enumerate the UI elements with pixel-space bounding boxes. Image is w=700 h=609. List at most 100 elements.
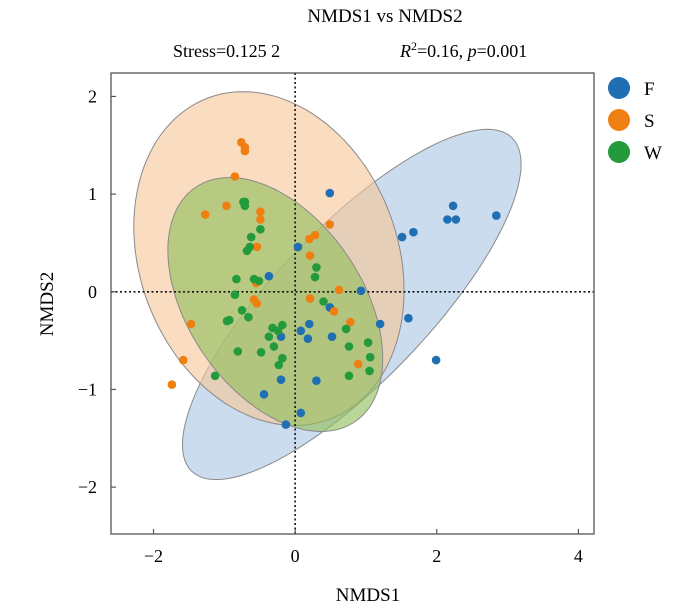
point-w (254, 276, 264, 286)
point-w (240, 201, 250, 211)
point-s (222, 201, 231, 211)
legend-marker-s (608, 109, 630, 131)
stress-label: Stress=0.125 2 (173, 41, 280, 61)
point-s (200, 210, 210, 219)
point-w (256, 348, 266, 357)
stats-r-value: =0.16, (417, 41, 468, 61)
point-w (264, 332, 274, 342)
data-points (167, 138, 501, 429)
point-f (264, 271, 274, 281)
point-f (325, 188, 335, 198)
stats-r-sup: 2 (411, 39, 417, 53)
x-tick-label: 4 (574, 546, 583, 566)
point-f (303, 334, 313, 344)
legend-marker-w (608, 141, 630, 163)
chart-title: NMDS1 vs NMDS2 (307, 6, 462, 27)
point-f (276, 375, 286, 385)
point-w (246, 232, 256, 242)
y-axis-ticks: −2 −1 0 1 2 (78, 86, 116, 497)
point-f (327, 332, 337, 342)
x-tick-label: 2 (432, 546, 441, 566)
point-w (310, 272, 320, 282)
point-f (375, 319, 385, 329)
legend: FSW (608, 77, 662, 164)
point-w (230, 290, 240, 300)
point-s (334, 285, 344, 295)
reference-lines (111, 73, 594, 534)
point-f (259, 390, 269, 399)
point-s (256, 215, 265, 224)
point-s (346, 317, 355, 327)
x-axis-ticks: −2 0 2 4 (144, 529, 583, 566)
point-w (210, 371, 220, 381)
point-s (305, 251, 315, 260)
y-tick-label: 2 (88, 86, 97, 106)
point-s (256, 207, 265, 216)
point-w (244, 312, 253, 322)
point-s (353, 359, 363, 369)
point-s (186, 319, 196, 329)
point-w (222, 316, 232, 326)
point-w (278, 353, 287, 363)
y-tick-label: 1 (88, 184, 97, 204)
point-f (397, 232, 407, 242)
ellipse-w (167, 176, 384, 433)
legend-label-f: F (644, 79, 655, 100)
point-s (230, 172, 240, 181)
point-f (296, 326, 306, 336)
legend-label-w: W (644, 143, 662, 164)
y-tick-label: −1 (78, 379, 97, 399)
point-f (443, 215, 452, 224)
point-f (451, 215, 461, 224)
y-axis-label: NMDS2 (37, 272, 58, 336)
point-s (240, 146, 250, 156)
point-w (273, 326, 283, 336)
plot-frame (110, 72, 595, 535)
point-w (344, 371, 354, 381)
point-f (492, 211, 501, 220)
point-w (365, 366, 374, 376)
point-w (365, 352, 375, 362)
point-f (356, 286, 366, 296)
point-w (344, 342, 354, 351)
confidence-ellipses (133, 91, 522, 481)
legend-marker-f (608, 77, 630, 99)
point-w (232, 274, 241, 284)
point-s (325, 220, 335, 229)
y-tick-label: −2 (78, 477, 97, 497)
stats-p-value: =0.001 (477, 41, 528, 61)
stats-p-symbol: p (466, 41, 477, 61)
stats-label: R2=0.16, p=0.001 (399, 39, 527, 61)
point-f (305, 319, 314, 329)
point-f (409, 227, 418, 237)
point-w (363, 338, 373, 347)
point-w (233, 347, 243, 356)
point-f (431, 355, 441, 365)
point-w (319, 297, 328, 306)
point-w (256, 225, 265, 234)
x-tick-label: 0 (291, 546, 300, 566)
point-s (305, 294, 315, 303)
point-f (293, 242, 303, 252)
point-w (269, 342, 279, 351)
point-s (329, 307, 339, 316)
point-w (341, 324, 351, 334)
legend-label-s: S (644, 111, 655, 132)
x-tick-label: −2 (144, 546, 163, 566)
point-s (305, 234, 314, 244)
point-w (237, 306, 247, 315)
point-s (178, 355, 188, 365)
point-f (281, 420, 291, 429)
point-w (242, 246, 252, 256)
point-w (274, 360, 284, 370)
point-f (312, 376, 321, 386)
x-axis-label: NMDS1 (336, 585, 400, 606)
point-s (252, 299, 262, 308)
y-tick-label: 0 (88, 282, 97, 302)
stats-r-symbol: R (399, 41, 411, 61)
point-f (448, 201, 458, 211)
point-w (312, 263, 321, 272)
point-s (167, 380, 177, 389)
point-f (296, 408, 306, 418)
